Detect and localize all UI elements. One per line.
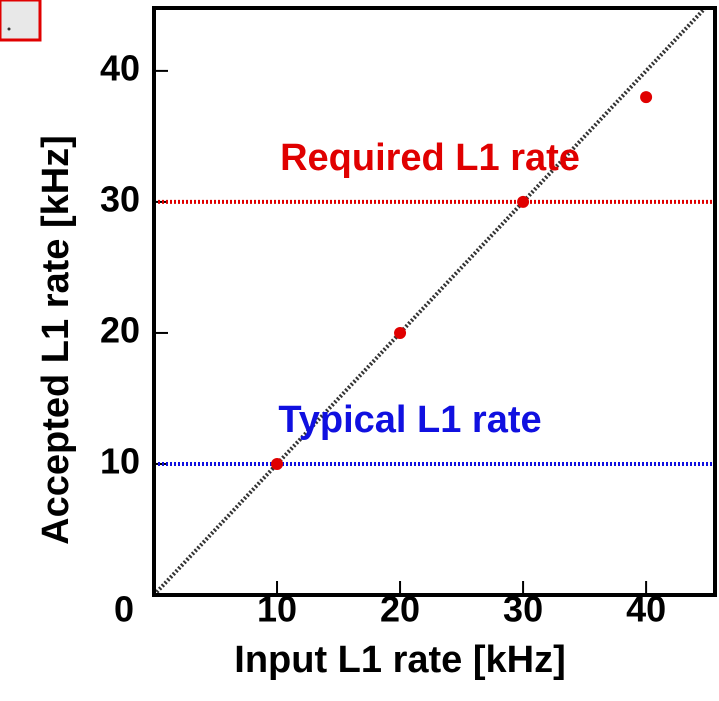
plot-frame xyxy=(152,6,717,597)
y-tick-label: 30 xyxy=(100,178,140,219)
point xyxy=(640,91,653,104)
y-axis-label: Accepted L1 rate [kHz] xyxy=(35,135,77,545)
x-axis-label: Input L1 rate [kHz] xyxy=(234,639,565,681)
y-tick-label: 40 xyxy=(100,47,140,88)
y-tick-label: 10 xyxy=(100,440,140,481)
icon-dot xyxy=(7,27,11,31)
diagonal-line xyxy=(152,6,707,597)
point xyxy=(517,195,530,208)
x-tick-label: 0 xyxy=(114,589,134,630)
icon xyxy=(0,0,42,42)
point xyxy=(271,457,284,470)
y-tick-label: 20 xyxy=(100,309,140,350)
reference-label: Required L1 rate xyxy=(280,137,580,179)
reference-label: Typical L1 rate xyxy=(278,399,541,441)
point xyxy=(394,326,407,339)
